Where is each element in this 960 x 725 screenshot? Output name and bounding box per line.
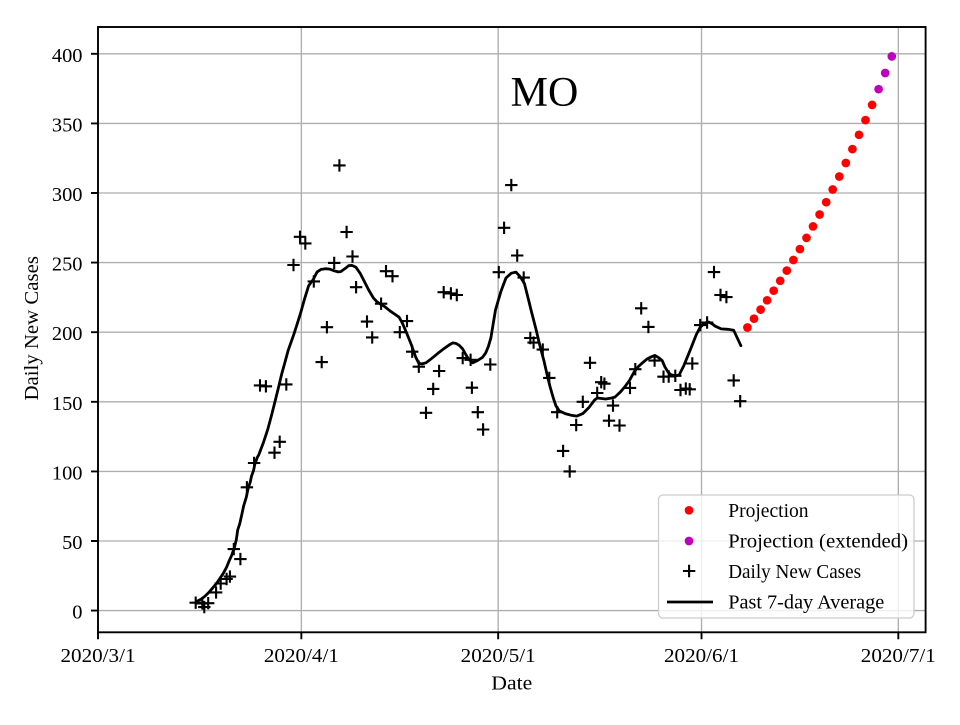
svg-text:Daily New Cases: Daily New Cases — [21, 256, 43, 401]
svg-text:150: 150 — [52, 393, 83, 415]
svg-text:350: 350 — [52, 114, 83, 136]
svg-text:400: 400 — [52, 45, 83, 67]
svg-text:Date: Date — [491, 673, 532, 695]
svg-text:300: 300 — [52, 184, 83, 206]
svg-text:Daily New Cases: Daily New Cases — [728, 561, 861, 583]
svg-text:250: 250 — [52, 254, 83, 276]
svg-text:Past 7-day Average: Past 7-day Average — [728, 592, 884, 614]
svg-text:2020/7/1: 2020/7/1 — [861, 645, 936, 667]
svg-text:0: 0 — [72, 602, 82, 624]
svg-text:2020/6/1: 2020/6/1 — [664, 645, 739, 667]
svg-text:Projection (extended): Projection (extended) — [728, 531, 908, 553]
svg-text:200: 200 — [52, 323, 83, 345]
svg-text:50: 50 — [62, 532, 82, 554]
svg-text:100: 100 — [52, 462, 83, 484]
svg-text:MO: MO — [511, 70, 579, 116]
svg-text:2020/5/1: 2020/5/1 — [461, 645, 536, 667]
svg-text:2020/3/1: 2020/3/1 — [61, 645, 136, 667]
svg-text:Projection: Projection — [728, 500, 808, 522]
svg-text:2020/4/1: 2020/4/1 — [264, 645, 339, 667]
